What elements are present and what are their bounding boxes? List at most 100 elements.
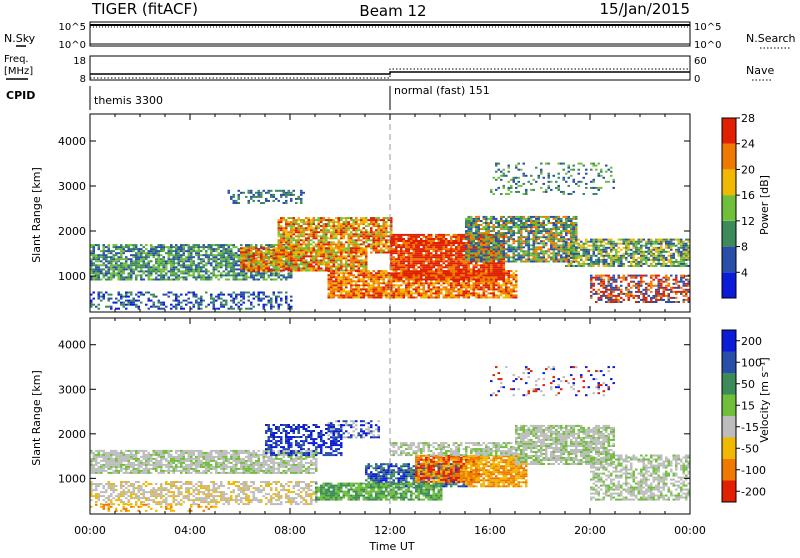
power-cell	[155, 248, 158, 250]
power-cell	[393, 276, 396, 278]
power-cell	[140, 274, 143, 276]
power-cell	[263, 263, 266, 265]
power-cell	[260, 272, 263, 274]
power-cell	[485, 226, 488, 228]
power-cell	[370, 229, 373, 231]
power-cell	[395, 260, 398, 262]
power-cell	[95, 264, 98, 266]
power-cell	[328, 270, 331, 272]
power-cell	[475, 264, 478, 266]
power-cell	[518, 254, 521, 256]
cpid-segment-1: themis 3300	[94, 94, 163, 107]
power-cell	[483, 297, 486, 299]
power-cell	[155, 258, 158, 260]
power-cell	[343, 225, 346, 227]
power-cell	[533, 216, 536, 218]
power-cell	[293, 219, 296, 221]
power-cell	[398, 266, 401, 268]
power-cell	[463, 297, 466, 299]
power-cell	[503, 228, 506, 230]
power-cell	[378, 225, 381, 227]
power-cell	[545, 250, 548, 252]
power-cell	[463, 250, 466, 252]
power-cell	[463, 279, 466, 281]
power-cell	[438, 280, 441, 282]
power-cell	[440, 258, 443, 260]
power-cell	[98, 266, 101, 268]
power-cell	[500, 268, 503, 270]
power-cell	[295, 257, 298, 259]
power-cell	[200, 260, 203, 262]
power-cell	[563, 240, 566, 242]
power-cell	[203, 244, 206, 246]
power-cell	[333, 229, 336, 231]
power-cell	[393, 279, 396, 281]
power-cell	[408, 242, 411, 244]
power-cell	[465, 234, 468, 236]
power-cell	[503, 240, 506, 242]
power-cell	[425, 244, 428, 246]
power-cell	[548, 236, 551, 238]
power-cell	[330, 265, 333, 267]
power-cell	[478, 216, 481, 218]
power-cell	[423, 270, 426, 272]
power-cell	[403, 256, 406, 258]
power-cell	[560, 234, 563, 236]
power-cell	[240, 255, 243, 257]
power-cell	[93, 258, 96, 260]
power-cell	[510, 261, 513, 263]
power-cell	[573, 218, 576, 220]
power-cell	[415, 256, 418, 258]
power-cell	[503, 258, 506, 260]
power-cell	[498, 250, 501, 252]
power-cell	[145, 264, 148, 266]
power-cell	[158, 246, 161, 248]
power-cell	[460, 284, 463, 286]
power-cell	[398, 258, 401, 260]
power-cell	[558, 226, 561, 228]
power-cell	[410, 282, 413, 284]
power-cell	[300, 261, 303, 263]
power-cell	[130, 276, 133, 278]
power-cell	[483, 266, 486, 268]
power-cell	[240, 263, 243, 265]
power-cell	[433, 254, 436, 256]
power-cell	[113, 274, 116, 276]
power-cell	[260, 267, 263, 269]
power-cell	[340, 267, 343, 269]
power-cell	[115, 274, 118, 276]
power-cell	[495, 246, 498, 248]
power-cell	[285, 223, 288, 225]
power-cell	[338, 263, 341, 265]
power-cell	[443, 238, 446, 240]
power-cell	[220, 276, 223, 278]
power-cell	[158, 274, 161, 276]
power-cell	[490, 222, 493, 224]
power-cell	[330, 280, 333, 282]
power-cell	[430, 282, 433, 284]
power-cell	[360, 280, 363, 282]
power-cell	[435, 264, 438, 266]
power-cell	[493, 228, 496, 230]
power-cell	[363, 292, 366, 294]
power-cell	[358, 292, 361, 294]
power-cell	[195, 264, 198, 266]
power-cell	[273, 270, 276, 272]
power-cell	[280, 247, 283, 249]
power-cell	[488, 258, 491, 260]
power-cell	[173, 262, 176, 264]
power-cell	[405, 242, 408, 244]
power-cell	[190, 266, 193, 268]
power-cell	[105, 258, 108, 260]
power-cell	[430, 258, 433, 260]
power-cell	[258, 272, 261, 274]
power-cell	[500, 236, 503, 238]
power-cell	[378, 276, 381, 278]
power-cell	[350, 278, 353, 280]
power-cell	[205, 250, 208, 252]
power-cell	[508, 282, 511, 284]
power-cell	[513, 222, 516, 224]
power-cell	[175, 244, 178, 246]
power-cell	[453, 294, 456, 296]
power-cell	[470, 254, 473, 256]
